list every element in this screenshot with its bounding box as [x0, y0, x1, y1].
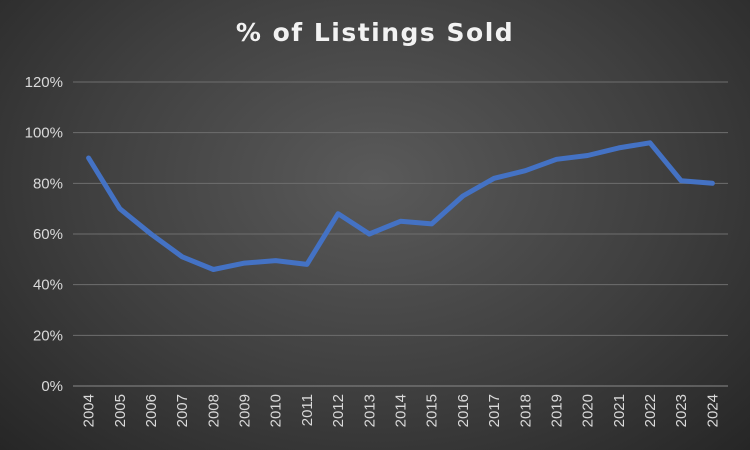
x-tick-label: 2012 — [330, 394, 347, 427]
x-tick-label: 2015 — [424, 394, 441, 427]
x-tick-label: 2011 — [299, 394, 316, 426]
y-tick-label: 40% — [33, 277, 63, 294]
x-tick-label: 2006 — [143, 394, 160, 427]
y-tick-label: 100% — [25, 125, 63, 142]
x-tick-label: 2005 — [112, 394, 129, 427]
x-tick-label: 2016 — [455, 394, 472, 427]
x-tick-label: 2008 — [205, 394, 222, 427]
x-tick-label: 2004 — [81, 394, 98, 427]
chart-title: % of Listings Sold — [235, 18, 515, 47]
x-tick-label: 2010 — [268, 394, 285, 427]
y-tick-label: 60% — [33, 226, 63, 243]
x-tick-label: 2022 — [642, 394, 659, 427]
x-tick-label: 2021 — [611, 394, 628, 427]
y-tick-label: 0% — [41, 378, 63, 395]
x-tick-label: 2009 — [237, 394, 254, 427]
x-tick-label: 2007 — [174, 394, 191, 427]
x-tick-label: 2024 — [704, 394, 721, 427]
x-tick-label: 2018 — [517, 394, 534, 427]
y-tick-label: 120% — [25, 74, 63, 91]
x-tick-label: 2020 — [580, 394, 597, 427]
y-tick-label: 20% — [33, 327, 63, 344]
y-tick-label: 80% — [33, 175, 63, 192]
x-tick-label: 2023 — [673, 394, 690, 427]
x-tick-label: 2014 — [393, 394, 410, 427]
x-tick-label: 2013 — [361, 394, 378, 427]
x-tick-label: 2017 — [486, 394, 503, 427]
x-tick-label: 2019 — [548, 394, 565, 427]
series-line — [86, 140, 715, 272]
